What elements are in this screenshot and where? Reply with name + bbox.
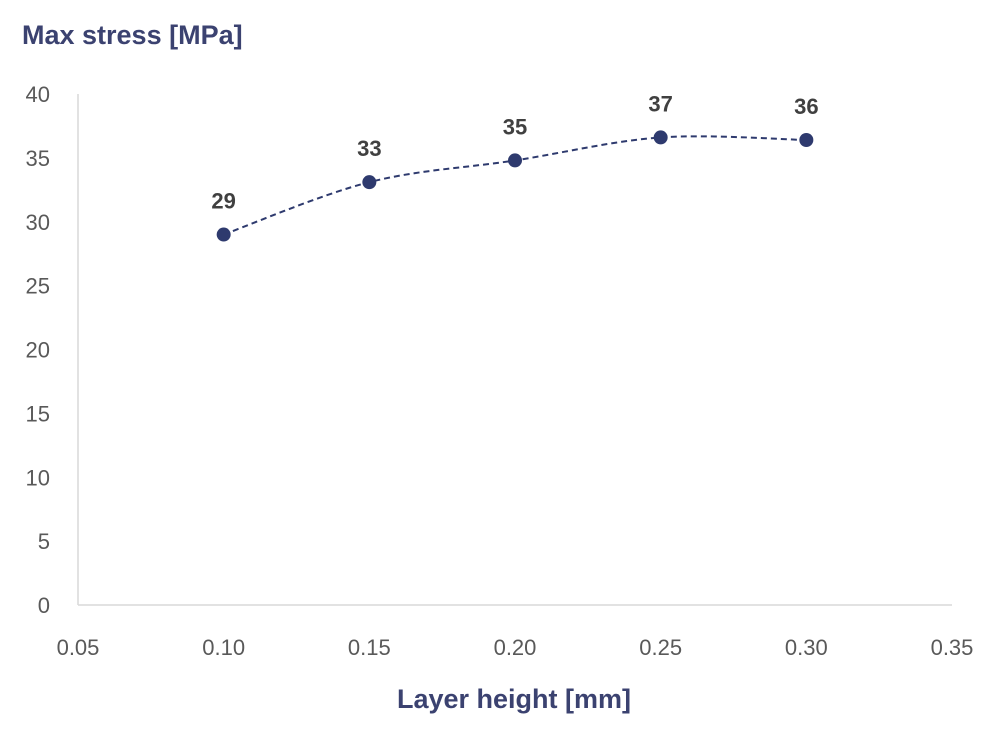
data-label: 36 xyxy=(794,94,818,119)
y-axis-ticks: 0 5 10 15 20 25 30 35 40 xyxy=(26,82,50,618)
x-tick-label: 0.20 xyxy=(494,635,537,660)
x-tick-label: 0.15 xyxy=(348,635,391,660)
y-axis-title: Max stress [MPa] xyxy=(22,20,243,50)
data-point xyxy=(653,130,668,145)
data-point xyxy=(216,227,231,242)
x-axis-ticks: 0.05 0.10 0.15 0.20 0.25 0.30 0.35 xyxy=(57,635,974,660)
y-tick-label: 15 xyxy=(26,401,50,426)
data-label: 29 xyxy=(211,189,235,214)
y-tick-label: 30 xyxy=(26,210,50,235)
series-line xyxy=(223,135,807,236)
x-tick-label: 0.10 xyxy=(202,635,245,660)
y-tick-label: 0 xyxy=(38,593,50,618)
x-tick-label: 0.30 xyxy=(785,635,828,660)
y-tick-label: 5 xyxy=(38,529,50,554)
y-tick-label: 20 xyxy=(26,338,50,363)
data-points xyxy=(216,130,814,242)
data-point xyxy=(362,175,377,190)
y-tick-label: 25 xyxy=(26,274,50,299)
x-axis-title: Layer height [mm] xyxy=(397,684,631,714)
data-labels: 29 33 35 37 36 xyxy=(211,91,818,213)
y-tick-label: 40 xyxy=(26,82,50,107)
data-point xyxy=(508,153,522,168)
y-tick-label: 10 xyxy=(26,465,50,490)
x-tick-label: 0.05 xyxy=(57,635,100,660)
y-tick-label: 35 xyxy=(26,146,50,171)
data-label: 35 xyxy=(503,114,527,139)
x-tick-label: 0.35 xyxy=(931,635,974,660)
data-label: 33 xyxy=(357,136,381,161)
data-point xyxy=(799,132,814,147)
data-label: 37 xyxy=(648,91,672,116)
x-tick-label: 0.25 xyxy=(639,635,682,660)
